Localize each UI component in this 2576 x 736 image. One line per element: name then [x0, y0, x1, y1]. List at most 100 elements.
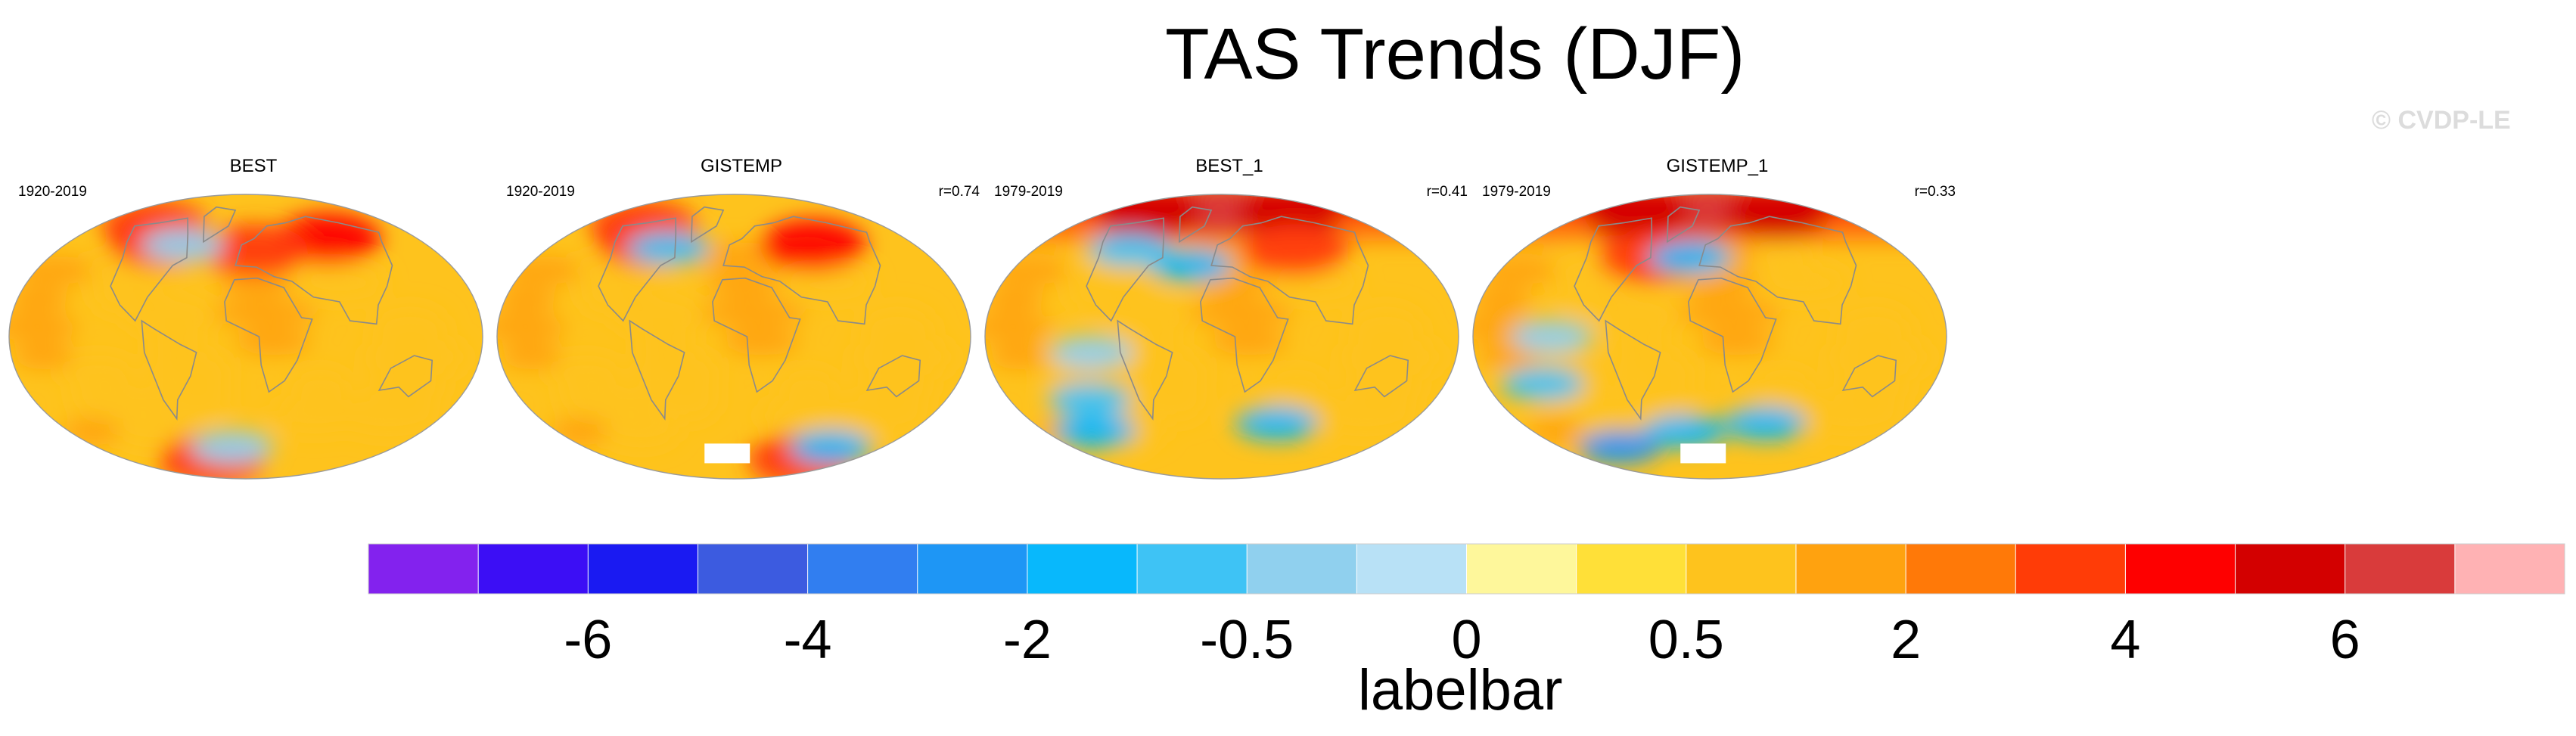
coastline: [691, 206, 725, 244]
panel-title: GISTEMP_1: [1666, 156, 1769, 176]
colorbar-swatch: [1906, 544, 2016, 594]
panel-correlation: r=0.74: [938, 184, 980, 200]
colorbar-swatch: [698, 544, 809, 594]
coastline: [378, 355, 433, 398]
map-panel-best-1: BEST_1 1979-2019 r=0.41: [983, 155, 1475, 480]
colorbar-tick-label: 6: [2330, 610, 2360, 670]
map-globe: [984, 194, 1459, 480]
map-border: [8, 194, 483, 480]
coastline: [598, 217, 677, 322]
coastline: [1688, 277, 1777, 393]
cool-anomaly: [1048, 383, 1132, 417]
map-panel-gistemp: GISTEMP 1920-2019 r=0.74: [496, 155, 987, 480]
colorbar-swatch: [807, 544, 918, 594]
colorbar-swatch: [1247, 544, 1357, 594]
cool-anomaly: [1235, 406, 1319, 440]
colorbar-swatch: [1576, 544, 1687, 594]
colorbar-swatch: [478, 544, 589, 594]
coastline: [1353, 355, 1409, 398]
coastline: [629, 319, 685, 421]
panel-title: GISTEMP: [700, 156, 782, 176]
colorbar-frame: [368, 543, 2565, 595]
map-border: [1472, 194, 1947, 480]
colorbar-tick-label: 0: [1451, 610, 1481, 670]
coastline: [722, 216, 881, 325]
coastline: [235, 216, 393, 325]
coastline: [1200, 277, 1289, 393]
panel-title: BEST: [229, 156, 278, 176]
coastline: [1179, 206, 1213, 244]
colorbar-tick-label: -4: [784, 610, 832, 670]
colorbar-tick-label: -0.5: [1200, 610, 1294, 670]
map-panel-gistemp-1: GISTEMP_1 1979-2019 r=0.33: [1471, 155, 1963, 480]
map-globe: [8, 194, 483, 480]
cool-anomaly: [190, 430, 274, 464]
panel-period: 1920-2019: [18, 184, 87, 200]
cool-anomaly: [1501, 367, 1585, 401]
colorbar-swatch: [2235, 544, 2346, 594]
coastline: [1698, 216, 1857, 325]
colorbar-tick-label: -6: [564, 610, 612, 670]
colorbar-swatch: [1356, 544, 1467, 594]
cool-anomaly: [1577, 430, 1661, 464]
cool-anomaly: [1723, 406, 1807, 440]
coastline: [1605, 319, 1661, 421]
map-panel-best: BEST 1920-2019: [8, 155, 499, 480]
coastline: [224, 277, 313, 393]
chart-title: TAS Trends (DJF): [1165, 14, 1745, 95]
cool-anomaly: [789, 430, 873, 464]
cool-anomaly: [1148, 249, 1232, 282]
colorbar-label: labelbar: [1358, 658, 1563, 722]
colorbar-swatch: [368, 544, 479, 594]
colorbar-tick-label: 0.5: [1648, 610, 1724, 670]
panel-correlation: r=0.33: [1914, 184, 1956, 200]
colorbar-swatch: [588, 544, 698, 594]
coastline: [1086, 217, 1165, 322]
coastline: [203, 206, 237, 244]
colorbar-swatch: [1137, 544, 1248, 594]
colorbar-tick-label: 4: [2110, 610, 2140, 670]
cool-anomaly: [1088, 233, 1172, 267]
coastline: [712, 277, 801, 393]
colorbar-swatch: [1027, 544, 1138, 594]
coastline: [1117, 319, 1173, 421]
coastline: [1210, 216, 1369, 325]
colorbar-swatch: [1795, 544, 1906, 594]
warm-anomaly: [1242, 224, 1349, 276]
coastline: [141, 319, 197, 421]
cool-anomaly: [626, 231, 710, 266]
warm-anomaly: [760, 219, 866, 271]
colorbar-swatch: [1686, 544, 1797, 594]
warm-anomaly: [202, 224, 309, 276]
map-globe: [1472, 194, 1947, 480]
cool-anomaly: [1052, 415, 1136, 449]
panel-period: 1979-2019: [994, 184, 1063, 200]
cool-anomaly: [1642, 415, 1726, 449]
panel-period: 1979-2019: [1482, 184, 1551, 200]
coastline: [1667, 206, 1701, 244]
colorbar-swatch: [917, 544, 1028, 594]
missing-data: [1680, 443, 1726, 464]
colorbar-tick-label: 2: [1891, 610, 1921, 670]
map-globe: [496, 194, 971, 480]
colorbar-swatch: [2125, 544, 2236, 594]
cool-anomaly: [1510, 320, 1594, 353]
cool-anomaly: [1049, 335, 1133, 369]
watermark: © CVDP-LE: [2372, 106, 2511, 135]
panel-period: 1920-2019: [506, 184, 575, 200]
colorbar-swatch: [2345, 544, 2456, 594]
missing-data: [704, 443, 750, 464]
coastline: [1841, 355, 1897, 398]
coastline: [1574, 217, 1653, 322]
panel-title: BEST_1: [1195, 156, 1263, 176]
map-border: [984, 194, 1459, 480]
coastline: [865, 355, 921, 398]
colorbar-swatch: [2015, 544, 2126, 594]
colorbar-swatch: [1466, 544, 1577, 594]
map-border: [496, 194, 971, 480]
panel-correlation: r=0.41: [1426, 184, 1468, 200]
colorbar-tick-label: -2: [1003, 610, 1052, 670]
coastline: [110, 217, 189, 322]
colorbar-swatch: [2454, 544, 2565, 594]
